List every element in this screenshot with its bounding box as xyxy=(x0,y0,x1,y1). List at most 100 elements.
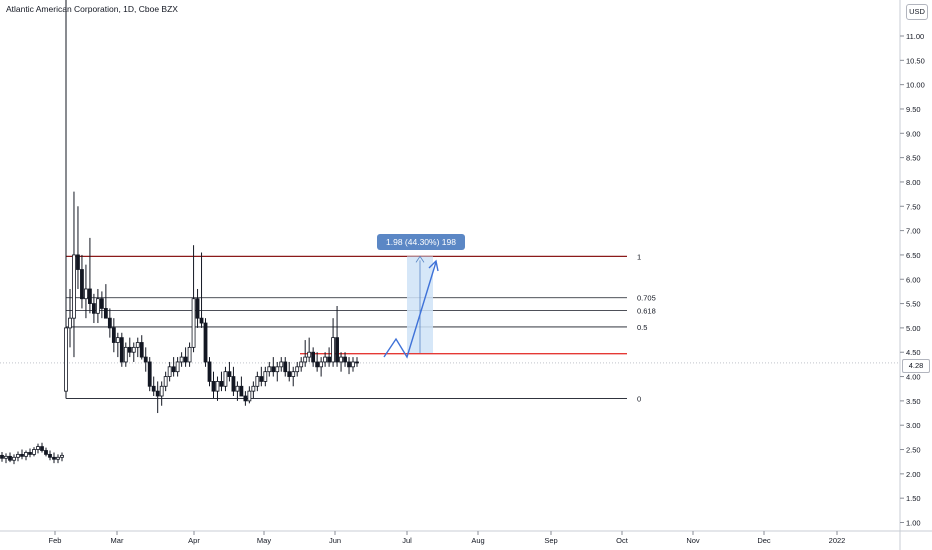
candle-body xyxy=(315,361,320,368)
candle xyxy=(291,366,296,387)
candle-body xyxy=(327,356,331,363)
price-tick-label: 10.50 xyxy=(906,56,925,65)
candle-body xyxy=(175,361,180,373)
candle-body xyxy=(319,361,324,368)
candle-body xyxy=(80,269,84,300)
candle xyxy=(72,191,76,358)
candle xyxy=(44,447,48,457)
candle-body xyxy=(68,317,72,329)
fib-level-label: 0.5 xyxy=(637,323,647,332)
candle xyxy=(323,352,328,367)
time-tick-label: 2022 xyxy=(829,536,846,545)
candle xyxy=(231,366,236,397)
price-tick-label: 8.50 xyxy=(906,154,921,163)
candle xyxy=(219,371,224,392)
candle-body xyxy=(335,337,339,363)
candle xyxy=(335,306,339,367)
price-tick-label: 4.00 xyxy=(906,373,921,382)
candle xyxy=(307,337,312,362)
candle xyxy=(48,450,52,461)
fib-level-label: 0 xyxy=(637,394,641,403)
candle-body xyxy=(339,356,343,363)
candle xyxy=(315,352,320,372)
candle-body xyxy=(259,376,264,382)
candle-body xyxy=(32,449,36,455)
candle-body xyxy=(28,452,32,455)
candle-body xyxy=(103,308,108,319)
candle-body xyxy=(187,346,192,363)
candle-body xyxy=(123,346,128,363)
price-tick-label: 1.00 xyxy=(906,519,921,528)
candle-body xyxy=(115,337,120,343)
candle-body xyxy=(107,317,112,329)
candle xyxy=(103,284,108,319)
candle xyxy=(247,386,252,404)
candle xyxy=(187,342,192,367)
candle xyxy=(235,381,240,401)
candle xyxy=(271,357,276,377)
fib-level-label: 1 xyxy=(637,252,641,261)
price-tick-label: 6.50 xyxy=(906,251,921,260)
candle-body xyxy=(239,385,244,397)
candle xyxy=(0,451,4,462)
time-tick-label: Aug xyxy=(471,536,484,545)
candle-body xyxy=(163,376,168,387)
candle-body xyxy=(159,385,164,397)
candle-body xyxy=(40,446,44,451)
candle xyxy=(163,371,168,392)
candle xyxy=(343,352,347,367)
candle xyxy=(99,291,104,319)
candle-body xyxy=(20,453,24,457)
candle-body xyxy=(295,366,300,373)
candle-body xyxy=(291,371,296,377)
candle-body xyxy=(199,317,204,324)
candle xyxy=(263,366,268,387)
candle xyxy=(135,337,140,358)
price-tick-label: 2.50 xyxy=(906,446,921,455)
candle-body xyxy=(52,456,56,460)
candle-body xyxy=(191,298,196,348)
candle-body xyxy=(267,366,272,373)
price-tick-label: 8.00 xyxy=(906,178,921,187)
candle-body xyxy=(76,254,80,270)
candle xyxy=(207,357,212,387)
candle-body xyxy=(223,371,228,387)
currency-button[interactable]: USD xyxy=(906,4,928,20)
candle-body xyxy=(343,356,347,363)
candle-body xyxy=(183,356,188,363)
candle xyxy=(64,0,68,399)
candle-body xyxy=(323,356,328,363)
candle xyxy=(239,376,244,397)
candle-body xyxy=(331,337,335,363)
chart-title: Atlantic American Corporation, 1D, Cboe … xyxy=(6,4,178,14)
price-tick-label: 5.00 xyxy=(906,324,921,333)
price-axis[interactable]: 1.00 1.50 2.00 2.50 3.00 3.50 4.00 4.50 5.00 5.50… xyxy=(899,0,925,550)
candle xyxy=(20,449,24,460)
candle-body xyxy=(72,254,76,319)
candle-body xyxy=(119,337,124,363)
projection-arrowhead xyxy=(428,259,439,272)
measure-label[interactable]: 1.98 (44.30%) 198 xyxy=(377,234,465,250)
price-tick-label: 3.50 xyxy=(906,397,921,406)
candle xyxy=(159,381,164,406)
candle xyxy=(4,453,8,464)
candle-body xyxy=(203,322,208,363)
candle xyxy=(123,342,128,367)
candle-body xyxy=(131,346,136,353)
candle-body xyxy=(287,371,292,377)
price-tick-label: 9.00 xyxy=(906,129,921,138)
candle xyxy=(279,357,284,372)
candle xyxy=(171,357,176,377)
candle xyxy=(56,454,60,464)
time-axis[interactable]: Feb Mar Apr May Jun Jul Aug Sep Oct Nov Dec 2022 xyxy=(0,530,932,545)
candle-body xyxy=(127,346,132,353)
candle xyxy=(68,288,72,348)
candle xyxy=(275,361,280,382)
candle xyxy=(287,361,292,382)
candle-body xyxy=(347,361,351,368)
candle xyxy=(259,366,264,387)
candle xyxy=(327,347,331,367)
candle-body xyxy=(147,361,152,387)
candle xyxy=(311,347,316,367)
